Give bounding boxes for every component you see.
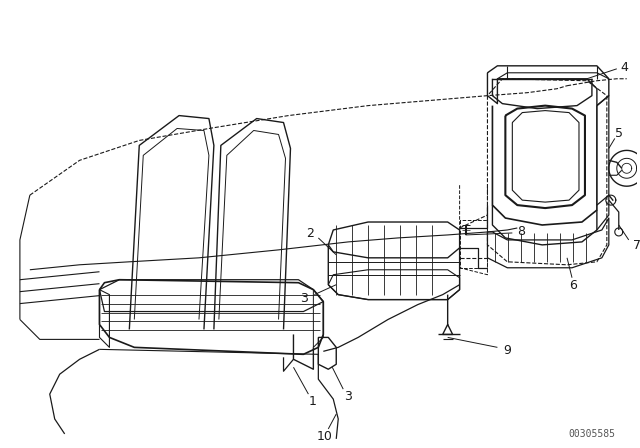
Text: 6: 6	[569, 279, 577, 292]
Text: 5: 5	[615, 127, 623, 140]
Text: 00305585: 00305585	[568, 429, 616, 439]
Text: 4: 4	[621, 61, 628, 74]
Text: 1: 1	[308, 395, 316, 408]
Text: 8: 8	[517, 225, 525, 238]
Text: 3: 3	[301, 292, 308, 305]
Text: 2: 2	[307, 228, 314, 241]
Text: 3: 3	[344, 390, 352, 403]
Text: 9: 9	[504, 344, 511, 357]
Text: 10: 10	[316, 431, 332, 444]
Text: 7: 7	[633, 239, 640, 252]
